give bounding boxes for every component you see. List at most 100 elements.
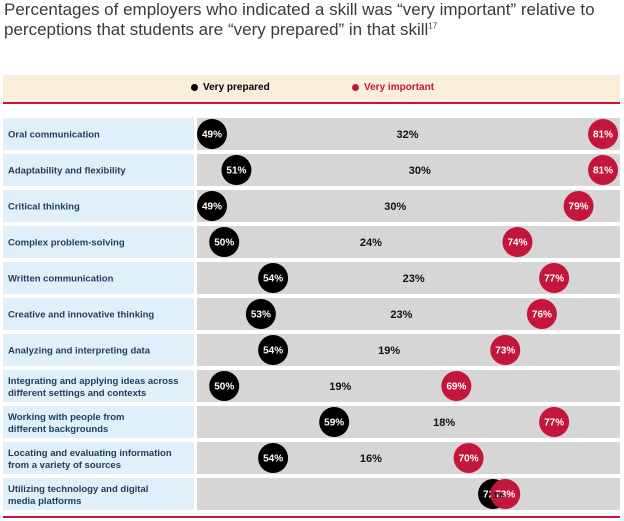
important-value: 76% [532, 310, 552, 321]
legend-very-prepared: Very prepared [191, 82, 270, 93]
prepared-value: 59% [324, 418, 344, 429]
row-label-line: Complex problem-solving [8, 238, 125, 249]
important-dot [490, 479, 521, 509]
prepared-dot [197, 119, 227, 149]
title-line-1: Percentages of employers who indicated a… [4, 0, 595, 19]
prepared-dot [258, 263, 289, 293]
important-dot [588, 119, 618, 149]
row-label: Locating and evaluating information from … [8, 448, 172, 471]
prepared-value: 53% [251, 310, 271, 321]
prepared-value: 51% [226, 166, 246, 177]
prepared-value: 49% [202, 202, 222, 213]
prepared-dot [209, 227, 240, 257]
important-value: 81% [593, 166, 613, 177]
row-label-bg [3, 370, 194, 402]
row-label: Utilizing technology and digital media pl… [8, 484, 148, 507]
chart-title: Percentages of employers who indicated a… [4, 0, 620, 40]
prepared-value: 50% [214, 238, 234, 249]
gap-label: 16% [360, 453, 382, 465]
prepared-dot [258, 335, 289, 365]
row-label-line: Utilizing technology and digital [8, 484, 148, 495]
prepared-dot [319, 407, 350, 437]
prepared-value: 50% [214, 382, 234, 393]
row-label: Adaptability and flexibility [8, 166, 126, 177]
row-label: Analyzing and interpreting data [8, 346, 151, 357]
important-dot [526, 299, 557, 329]
row-label: Working with people from different backgr… [8, 412, 124, 435]
row-label: Written communication [8, 274, 114, 285]
gap-label: 23% [403, 273, 425, 285]
row-label-bg [3, 118, 194, 150]
important-dot [588, 155, 618, 185]
important-dot [502, 227, 533, 257]
important-value: 73% [495, 346, 515, 357]
row-label-line: Creative and innovative thinking [8, 310, 154, 321]
important-value: 69% [446, 382, 466, 393]
gap-label: 30% [384, 201, 406, 213]
legend-dot-important [352, 84, 359, 91]
important-dot [539, 407, 570, 437]
row-bar-bg [197, 154, 620, 186]
row-label-bg [3, 226, 194, 258]
legend: Very prepared Very important [3, 75, 620, 104]
row-label-bg [3, 406, 194, 438]
row-label-line: Critical thinking [8, 202, 80, 213]
prepared-dot [197, 191, 227, 221]
row-label-line: Adaptability and flexibility [8, 166, 126, 177]
row-label: Integrating and applying ideas across dif… [8, 376, 179, 399]
prepared-value: 49% [202, 130, 222, 141]
row-label-line: Working with people from [8, 412, 124, 423]
important-dot [563, 191, 594, 221]
important-dot [539, 263, 570, 293]
gap-label: 23% [390, 309, 412, 321]
row-label-line: Oral communication [8, 130, 100, 141]
gap-label: 32% [396, 129, 418, 141]
important-dot [453, 443, 484, 473]
important-dot [441, 371, 472, 401]
row-label-line: Analyzing and interpreting data [8, 346, 151, 357]
row-label-line: different backgrounds [8, 424, 108, 435]
row-label-bg [3, 478, 194, 510]
title-line-2: perceptions that students are “very prep… [4, 20, 620, 40]
prepared-dot [258, 443, 289, 473]
important-value: 77% [544, 274, 564, 285]
gap-label: 19% [378, 345, 400, 357]
row-label-bg [3, 442, 194, 474]
prepared-dot [245, 299, 276, 329]
gap-label: 24% [360, 237, 382, 249]
row-label-line: from a variety of sources [8, 460, 121, 471]
row-label: Complex problem-solving [8, 238, 125, 249]
title-line-2-text: perceptions that students are “very prep… [4, 20, 429, 39]
prepared-dot [209, 371, 240, 401]
row-label-bg [3, 190, 194, 222]
row-label: Creative and innovative thinking [8, 310, 154, 321]
row-bar-bg [197, 370, 620, 402]
legend-very-important: Very important [352, 82, 434, 93]
gap-label: 19% [329, 381, 351, 393]
important-value: 74% [507, 238, 527, 249]
legend-label-important: Very important [364, 82, 435, 93]
important-value: 70% [459, 454, 479, 465]
row-label-line: different settings and contexts [8, 388, 146, 399]
important-value: 73% [495, 490, 515, 501]
row-bar-bg [197, 226, 620, 258]
bottom-rule [3, 516, 620, 518]
prepared-value: 54% [263, 346, 283, 357]
row-label-line: Integrating and applying ideas across [8, 376, 179, 387]
important-dot [490, 335, 521, 365]
row-label: Critical thinking [8, 202, 80, 213]
prepared-value: 54% [263, 274, 283, 285]
row-label-line: Locating and evaluating information [8, 448, 172, 459]
gap-label: 1% [493, 491, 505, 500]
row-label-bg [3, 334, 194, 366]
prepared-dot [221, 155, 252, 185]
legend-dot-prepared [191, 84, 198, 91]
gap-label: 30% [409, 165, 431, 177]
row-label-bg [3, 154, 194, 186]
title-footnote: 17 [428, 21, 438, 31]
row-bar-bg [197, 478, 620, 510]
important-value: 77% [544, 418, 564, 429]
legend-label-prepared: Very prepared [203, 82, 270, 93]
row-bar-bg [197, 190, 620, 222]
